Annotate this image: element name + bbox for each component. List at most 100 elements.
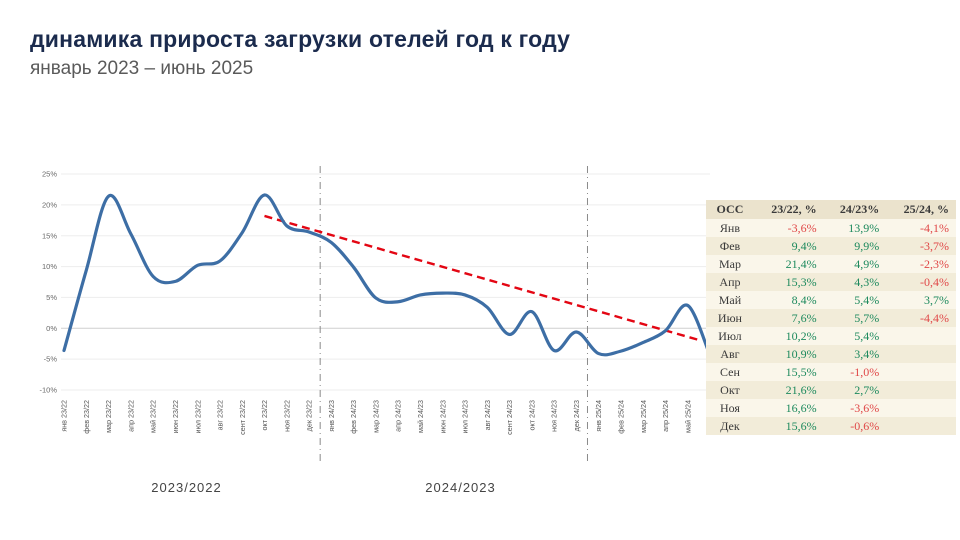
value-cell: -2,3% [886,255,956,273]
y-tick-label: 25% [42,170,57,179]
x-tick-label: апр 24/23 [394,400,403,432]
month-cell: Авг [706,345,754,363]
value-cell: -3,6% [753,219,824,237]
month-cell: Окт [706,381,754,399]
x-tick-label: сент 24/23 [505,400,514,435]
value-cell: 10,2% [753,327,824,345]
x-tick-label: фев 25/24 [616,400,625,434]
table-row: Авг 10,9% 3,4% [706,345,956,363]
table-header-cell: 24/23% [823,200,887,219]
table-row: Июн 7,6% 5,7% -4,4% [706,309,956,327]
table-row: Июл 10,2% 5,4% [706,327,956,345]
table-row: Окт 21,6% 2,7% [706,381,956,399]
value-cell: -4,4% [886,309,956,327]
y-tick-label: 5% [46,293,57,302]
table-row: Апр 15,3% 4,3% -0,4% [706,273,956,291]
value-cell: 16,6% [753,399,824,417]
month-cell: Янв [706,219,754,237]
value-cell: -3,6% [823,399,887,417]
table-row: Янв -3,6% 13,9% -4,1% [706,219,956,237]
y-tick-label: 0% [46,324,57,333]
x-tick-label: мар 23/22 [104,400,113,433]
table-header-cell: ОСС [706,200,754,219]
value-cell [886,399,956,417]
x-tick-label: окт 23/22 [260,400,269,431]
value-cell: -0,6% [823,417,887,435]
x-tick-label: фев 24/23 [349,400,358,434]
x-tick-label: июл 24/23 [461,400,470,433]
month-cell: Июн [706,309,754,327]
x-tick-label: апр 25/24 [661,400,670,432]
chart-canvas: 25% 20% 15% 10% 5% 0% -5% -10%янв 23/22 фев 23/2… [39,166,715,495]
value-cell: 15,5% [753,363,824,381]
x-tick-label: дек 23/22 [305,400,314,431]
value-cell: -3,7% [886,237,956,255]
data-table: ОСС 23/22, % 24/23% 25/24, % Янв -3,6% 13,9% -4… [706,200,956,435]
table-row: Фев 9,4% 9,9% -3,7% [706,237,956,255]
value-cell: 21,4% [753,255,824,273]
y-tick-label: 20% [42,200,57,209]
x-tick-label: янв 24/23 [327,400,336,432]
x-tick-label: май 25/24 [683,400,692,433]
value-cell: 4,9% [823,255,887,273]
value-cell: 3,4% [823,345,887,363]
value-cell: 4,3% [823,273,887,291]
month-cell: Мар [706,255,754,273]
occupancy-table: ОСС 23/22, % 24/23% 25/24, % Янв -3,6% 13,9% -4… [706,200,956,435]
x-tick-label: мар 24/23 [371,400,380,433]
table-header-cell: 25/24, % [886,200,956,219]
x-tick-label: авг 23/22 [216,400,225,430]
month-cell: Апр [706,273,754,291]
month-cell: Фев [706,237,754,255]
x-tick-label: ноя 23/22 [282,400,291,432]
x-tick-label: июл 23/22 [193,400,202,433]
table-header-cell: 23/22, % [753,200,824,219]
value-cell: 15,6% [753,417,824,435]
value-cell: -1,0% [823,363,887,381]
x-tick-label: май 24/23 [416,400,425,433]
period-label: 2023/2022 [151,480,221,495]
month-cell: Сен [706,363,754,381]
value-cell: -0,4% [886,273,956,291]
table-row: Дек 15,6% -0,6% [706,417,956,435]
value-cell: -4,1% [886,219,956,237]
value-cell: 13,9% [823,219,887,237]
x-tick-label: авг 24/23 [483,400,492,430]
x-tick-label: июн 24/23 [438,400,447,433]
y-tick-label: -10% [39,386,57,395]
table-row: Ноя 16,6% -3,6% [706,399,956,417]
table-header-row: ОСС 23/22, % 24/23% 25/24, % [706,200,956,219]
x-tick-label: дек 24/23 [572,400,581,431]
value-cell: 3,7% [886,291,956,309]
value-cell: 9,4% [753,237,824,255]
value-cell: 2,7% [823,381,887,399]
month-cell: Дек [706,417,754,435]
month-cell: Июл [706,327,754,345]
x-tick-label: май 23/22 [149,400,158,433]
series-line [62,193,712,358]
value-cell [886,363,956,381]
x-tick-label: июн 23/22 [171,400,180,433]
x-tick-label: апр 23/22 [126,400,135,432]
month-cell: Май [706,291,754,309]
month-cell: Ноя [706,399,754,417]
x-tick-label: фев 23/22 [82,400,91,434]
header: динамика прироста загрузки отелей год к … [30,26,570,80]
value-cell [886,381,956,399]
value-cell [886,345,956,363]
table-row: Сен 15,5% -1,0% [706,363,956,381]
x-tick-label: сент 23/22 [238,400,247,435]
y-tick-label: 15% [42,231,57,240]
period-label: 2024/2023 [425,480,495,495]
value-cell: 7,6% [753,309,824,327]
x-tick-label: окт 24/23 [527,400,536,431]
page-title: динамика прироста загрузки отелей год к … [30,26,571,52]
value-cell: 10,9% [753,345,824,363]
x-tick-label: янв 25/24 [594,400,603,432]
line-chart: 25% 20% 15% 10% 5% 0% -5% -10% янв 23/22 фев 23/2… [18,158,728,508]
value-cell [886,417,956,435]
value-cell: 15,3% [753,273,824,291]
value-cell [886,327,956,345]
table-row: Май 8,4% 5,4% 3,7% [706,291,956,309]
